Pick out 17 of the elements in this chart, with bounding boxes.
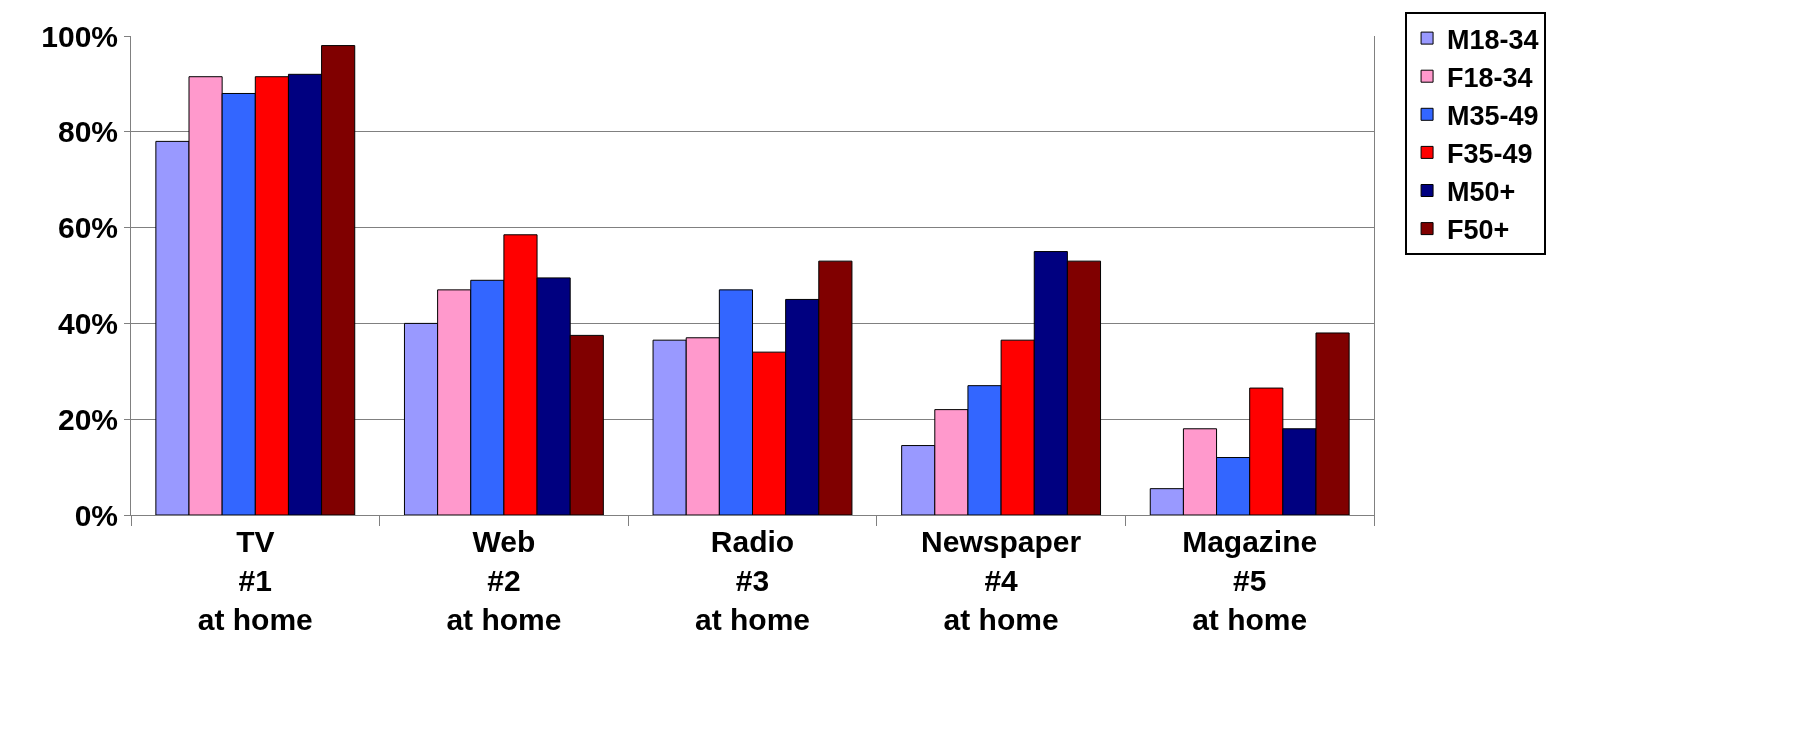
y-tick-label: 20%	[57, 402, 118, 436]
legend-label: F35-49	[1447, 138, 1533, 169]
legend-label: M50+	[1447, 177, 1516, 208]
legend-label: M18-34	[1447, 24, 1539, 55]
x-tick-label: Web #2 at home	[446, 525, 562, 636]
y-tick-label: 60%	[57, 211, 118, 245]
legend-label: F18-34	[1447, 62, 1533, 93]
y-tick-label: 0%	[74, 498, 118, 532]
x-tick-label: Magazine #5 at home	[1182, 525, 1318, 636]
y-tick-label: 80%	[57, 115, 118, 149]
legend-label: F50+	[1447, 215, 1510, 246]
legend-label: M35-49	[1447, 100, 1539, 131]
y-tick-label: 40%	[57, 306, 118, 340]
x-tick-label: Newspaper #4 at home	[921, 525, 1082, 636]
x-tick-label: TV #1 at home	[197, 525, 313, 636]
x-tick-label: Radio #3 at home	[694, 525, 811, 636]
y-tick-label: 100%	[41, 19, 118, 53]
